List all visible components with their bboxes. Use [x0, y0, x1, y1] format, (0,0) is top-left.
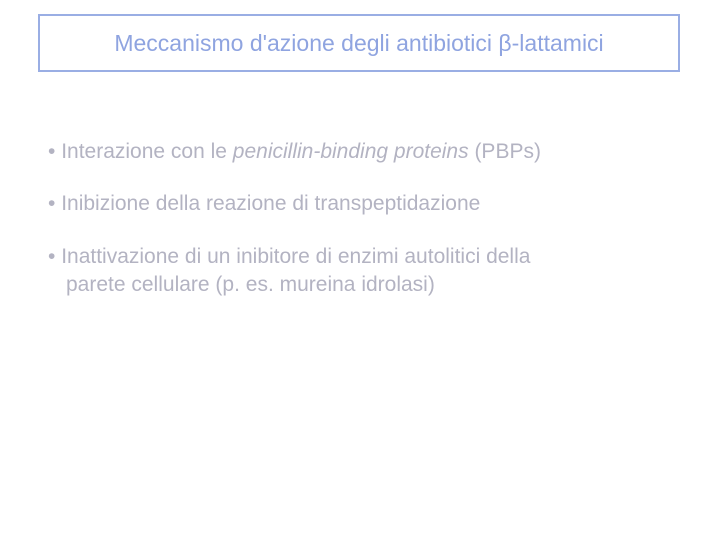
bullet-item: • Inibizione della reazione di transpept…: [48, 190, 672, 218]
bullet-marker: •: [48, 245, 61, 268]
title-box: Meccanismo d'azione degli antibiotici β-…: [38, 14, 680, 72]
bullet-marker: •: [48, 140, 61, 163]
bullet-continuation: parete cellulare (p. es. mureina idrolas…: [48, 271, 672, 299]
bullet-text: penicillin-binding proteins: [233, 140, 469, 163]
bullet-marker: •: [48, 192, 61, 215]
bullet-text: Interazione con le: [61, 140, 233, 163]
bullet-text: (PBPs): [469, 140, 541, 163]
bullet-list: • Interazione con le penicillin-binding …: [48, 138, 672, 323]
bullet-text: Inibizione della reazione di transpeptid…: [61, 192, 480, 215]
slide-title: Meccanismo d'azione degli antibiotici β-…: [114, 30, 603, 57]
bullet-item: • Interazione con le penicillin-binding …: [48, 138, 672, 166]
bullet-item: • Inattivazione di un inibitore di enzim…: [48, 243, 672, 300]
bullet-text: Inattivazione di un inibitore di enzimi …: [61, 245, 530, 268]
